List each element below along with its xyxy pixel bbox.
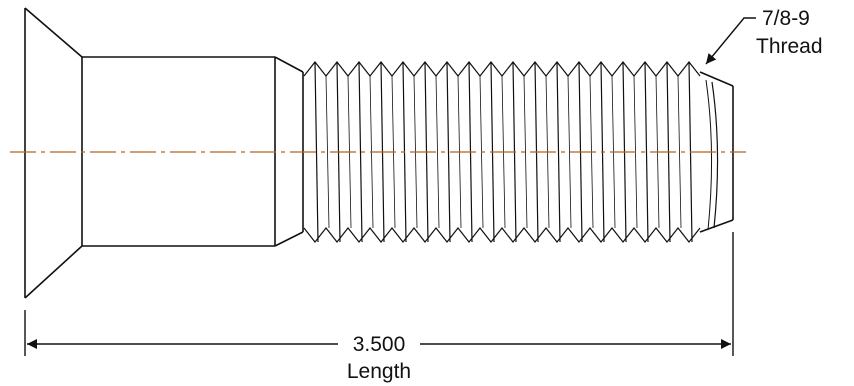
thread-root-line xyxy=(325,75,330,229)
thread-crest-line xyxy=(358,61,363,243)
thread-crest-line xyxy=(556,61,561,243)
thread-crest-line xyxy=(314,61,319,243)
thread-crest-line xyxy=(644,61,649,243)
thread-root-line xyxy=(435,75,440,229)
length-value: 3.500 xyxy=(353,333,406,356)
thread-root-line xyxy=(523,75,528,229)
length-label: Length xyxy=(347,360,411,383)
length-dimension xyxy=(24,232,734,356)
thread-callout-leader xyxy=(705,17,756,65)
screw-head xyxy=(24,7,83,299)
thread-size-label: 7/8-9 xyxy=(762,7,810,30)
thread-root-line xyxy=(567,75,572,229)
thread-profile xyxy=(303,227,701,243)
thread-label: Thread xyxy=(756,35,823,58)
thread-crest-line xyxy=(446,61,451,243)
thread-profile xyxy=(303,61,701,77)
thread-root-line xyxy=(677,75,682,229)
